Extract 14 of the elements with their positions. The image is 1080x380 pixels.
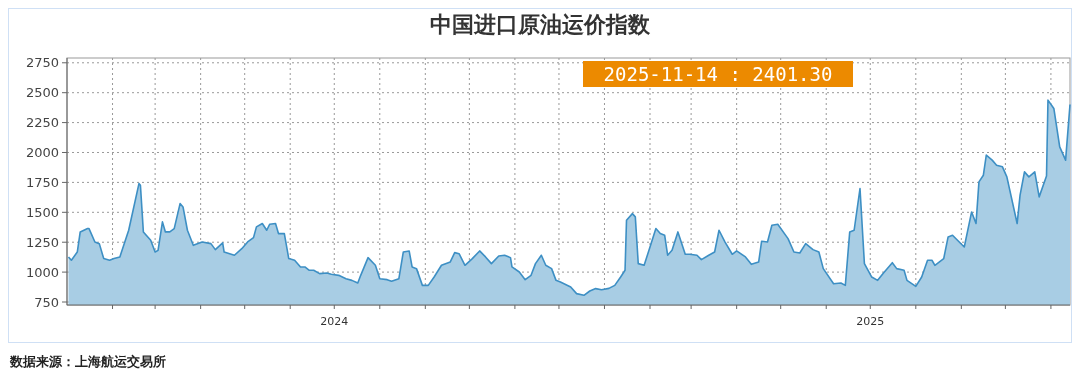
x-tick-label: 2025 [856,315,885,328]
y-tick-label: 2000 [25,145,59,161]
y-tick-label: 2250 [25,115,59,131]
x-tick-label: 2024 [320,315,349,328]
y-tick-label: 1500 [25,204,59,220]
annotation: 2025-11-14 : 2401.30 [603,62,833,85]
y-tick-label: 750 [34,294,59,310]
y-tick-label: 1750 [25,174,59,190]
y-tick-label: 2500 [25,85,59,101]
chart-title: 中国进口原油运价指数 [430,12,651,37]
y-tick-label: 2750 [25,55,59,71]
y-tick-label: 1250 [25,234,59,250]
source-note: 数据来源：上海航运交易所 [9,354,166,369]
y-tick-label: 1000 [25,264,59,280]
